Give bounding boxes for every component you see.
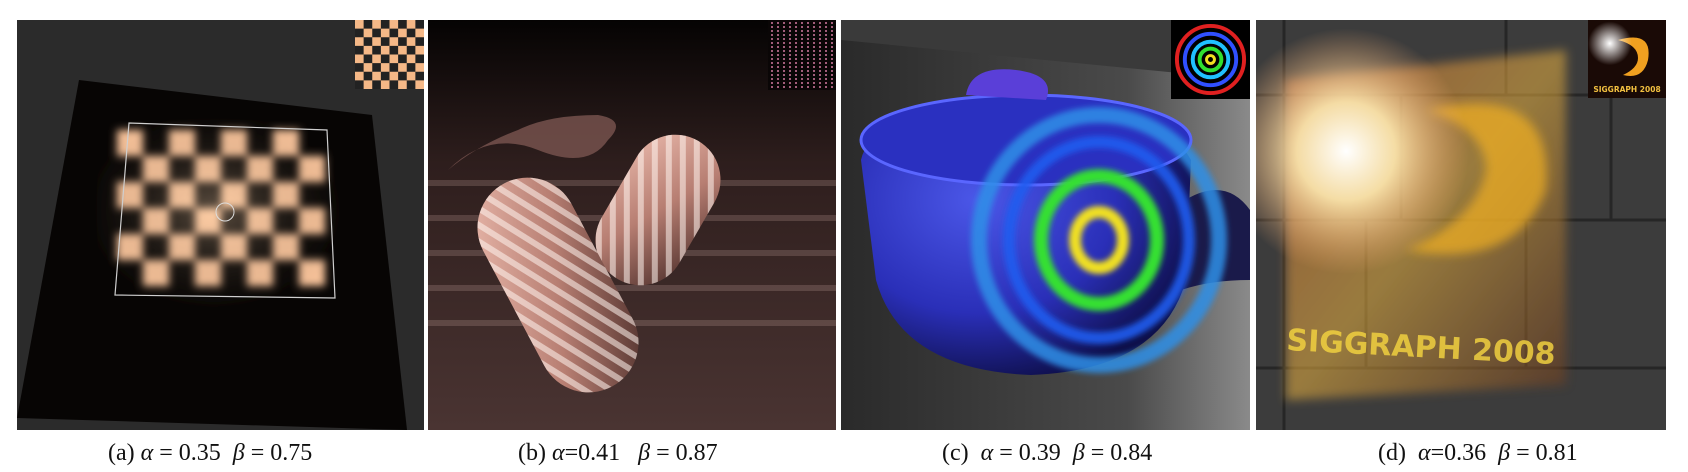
caption-a-beta-value: 0.75 [270,440,313,466]
caption-c-alpha-symbol: α [980,440,994,466]
caption-a-beta-symbol: β [232,440,245,466]
teapot-render [841,20,1250,430]
wall-render: SIGGRAPH 2008 [1256,20,1666,430]
panel-c-image [841,20,1250,430]
capsule-right [595,134,721,286]
inset-siggraph-logo: SIGGRAPH 2008 [1588,20,1666,98]
caption-d-beta-symbol: β [1498,440,1511,466]
capsule-back [448,115,616,170]
caption-a-alpha-eq: = [159,440,173,466]
panel-b-image [428,20,836,430]
caption-a-beta-eq: = [250,440,265,466]
caption-c-beta-value: 0.84 [1110,440,1153,466]
inset-logo-text: SIGGRAPH 2008 [1593,85,1660,94]
teapot-knob [966,69,1048,100]
caption-c-beta-symbol: β [1072,440,1085,466]
caption-d-alpha-value: 0.36 [1444,440,1487,466]
caption-d-beta-eq: = [1516,440,1530,466]
inset-stripe-pattern [768,20,836,90]
inset-checkerboard-pattern [355,20,424,89]
caption-a: (a) α = 0.35 β = 0.75 [108,438,312,468]
projector-frustum-outline [114,122,336,299]
caption-d-alpha-symbol: α [1417,440,1431,466]
capsules-render [428,20,836,430]
caption-c-alpha-value: 0.39 [1018,440,1061,466]
caption-b-beta-eq: = [656,440,670,466]
caption-a-alpha-value: 0.35 [178,440,221,466]
projected-checkerboard [97,120,357,320]
caption-b: (b) α=0.41 β = 0.87 [518,438,718,468]
inset-ring-pattern [1171,20,1250,99]
caption-c-label: (c) [942,440,969,466]
caption-d-label: (d) [1378,440,1406,466]
caption-b-alpha-value: 0.41 [578,440,621,466]
projector-marker [215,202,235,222]
caption-b-beta-symbol: β [638,440,651,466]
caption-c-beta-eq: = [1090,440,1105,466]
caption-a-label: (a) [108,440,135,466]
capsule-left [477,177,639,393]
projected-rings [971,107,1227,373]
caption-c: (c) α = 0.39 β = 0.84 [942,438,1152,468]
caption-a-alpha-symbol: α [140,440,154,466]
caption-d-alpha-eq: = [1430,440,1445,466]
caption-d: (d) α=0.36 β = 0.81 [1378,438,1578,468]
caption-b-alpha-symbol: α [551,440,565,466]
caption-d-beta-value: 0.81 [1535,440,1578,466]
caption-b-beta-value: 0.87 [675,440,718,466]
caption-c-alpha-eq: = [999,440,1013,466]
panel-d-image: SIGGRAPH 2008 SIGGRAPH 2008 [1256,20,1666,430]
panel-a-image [17,20,424,430]
caption-b-label: (b) [518,440,546,466]
caption-b-alpha-eq: = [564,440,579,466]
